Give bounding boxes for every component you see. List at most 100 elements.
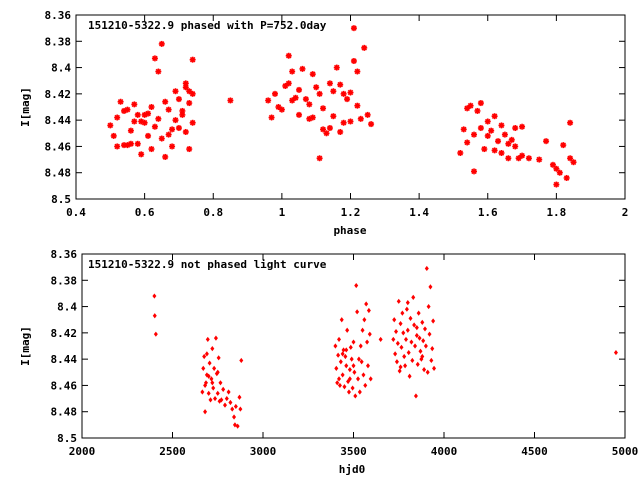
unphased-data-point bbox=[213, 395, 218, 402]
phased-data-point bbox=[275, 104, 282, 110]
unphased-data-point bbox=[226, 389, 231, 395]
phased-data-point bbox=[151, 55, 158, 62]
unphased-chart-title: 151210-5322.9 not phased light curve bbox=[88, 258, 327, 271]
phased-data-point bbox=[189, 56, 196, 63]
phased-data-point bbox=[484, 132, 491, 139]
phased-data-point bbox=[357, 115, 364, 122]
phased-data-point bbox=[344, 96, 351, 103]
unphased-data-point bbox=[368, 376, 373, 382]
phased-data-point bbox=[512, 125, 519, 132]
phased-data-point bbox=[151, 123, 158, 130]
phased-x-axis-label: phase bbox=[333, 224, 366, 237]
unphased-data-point bbox=[406, 349, 411, 356]
phased-data-point bbox=[165, 106, 172, 113]
unphased-data-point bbox=[403, 363, 408, 369]
phased-data-point bbox=[134, 140, 141, 147]
unphased-data-point bbox=[413, 343, 418, 349]
phased-data-point bbox=[340, 90, 347, 97]
phased-data-point bbox=[549, 161, 556, 168]
unphased-x-tick-label: 2000 bbox=[69, 445, 96, 458]
unphased-data-point bbox=[358, 343, 363, 349]
phased-data-point bbox=[484, 118, 491, 125]
phased-data-point bbox=[477, 125, 484, 132]
phased-x-tick-label: 1.2 bbox=[341, 206, 361, 219]
phased-data-point bbox=[186, 100, 193, 107]
phased-x-tick-label: 1.6 bbox=[478, 206, 498, 219]
unphased-data-point bbox=[353, 393, 358, 399]
phased-data-point bbox=[172, 117, 179, 124]
unphased-data-point bbox=[351, 363, 356, 369]
unphased-data-point bbox=[343, 353, 348, 360]
unphased-data-point bbox=[213, 335, 218, 341]
unphased-data-point bbox=[212, 365, 217, 371]
unphased-data-point bbox=[429, 357, 434, 364]
phased-data-point bbox=[289, 97, 296, 104]
unphased-data-point bbox=[356, 356, 361, 362]
unphased-data-point bbox=[215, 369, 220, 375]
unphased-data-point bbox=[420, 353, 425, 360]
unphased-data-point bbox=[423, 343, 428, 349]
phased-y-tick-label: 8.4 bbox=[51, 62, 71, 75]
phased-data-point bbox=[289, 68, 296, 75]
unphased-x-tick-label: 3000 bbox=[250, 445, 277, 458]
phased-data-point bbox=[350, 25, 357, 32]
unphased-data-point bbox=[398, 364, 403, 370]
unphased-data-point bbox=[339, 317, 344, 323]
phased-data-point bbox=[464, 139, 471, 146]
unphased-data-point bbox=[206, 373, 211, 379]
unphased-data-point bbox=[394, 359, 399, 365]
unphased-y-tick-label: 8.38 bbox=[51, 274, 78, 287]
phased-y-tick-label: 8.36 bbox=[45, 9, 72, 22]
unphased-data-point bbox=[395, 340, 400, 346]
phased-data-point bbox=[131, 101, 138, 108]
unphased-y-tick-label: 8.42 bbox=[51, 327, 78, 340]
unphased-data-point bbox=[347, 367, 352, 373]
unphased-x-tick-label: 4000 bbox=[431, 445, 458, 458]
unphased-data-point bbox=[207, 360, 212, 366]
unphased-data-point bbox=[219, 397, 224, 403]
phased-data-point bbox=[110, 132, 117, 139]
phased-data-point bbox=[138, 151, 145, 158]
unphased-data-point bbox=[204, 372, 209, 378]
unphased-data-point bbox=[337, 336, 342, 343]
unphased-data-point bbox=[367, 331, 372, 337]
phased-data-point bbox=[553, 165, 560, 172]
unphased-data-point bbox=[221, 386, 226, 392]
phased-x-tick-label: 0.6 bbox=[135, 206, 155, 219]
unphased-data-point bbox=[348, 344, 353, 350]
phased-y-tick-label: 8.48 bbox=[45, 167, 72, 180]
unphased-data-point bbox=[428, 284, 433, 290]
phased-data-point bbox=[471, 131, 478, 138]
unphased-data-point bbox=[393, 351, 398, 357]
unphased-data-point bbox=[413, 393, 418, 399]
unphased-data-point bbox=[153, 331, 158, 337]
phased-x-tick-label: 0.4 bbox=[66, 206, 86, 219]
phased-y-tick-labels: 8.36 8.38 8.4 8.42 8.44 8.46 8.48 8.5 bbox=[45, 9, 72, 206]
unphased-data-point bbox=[409, 339, 414, 345]
unphased-data-point bbox=[337, 382, 342, 389]
phased-data-point bbox=[189, 90, 196, 97]
phased-data-point bbox=[268, 114, 275, 121]
unphased-data-point bbox=[357, 389, 362, 395]
unphased-data-point bbox=[352, 369, 357, 375]
phased-data-point bbox=[471, 168, 478, 175]
unphased-data-point bbox=[411, 294, 416, 300]
unphased-data-point bbox=[208, 397, 213, 403]
phased-data-point bbox=[340, 119, 347, 126]
unphased-data-point bbox=[407, 373, 412, 379]
unphased-data-point bbox=[340, 372, 345, 378]
unphased-data-point bbox=[404, 306, 409, 312]
unphased-data-point bbox=[232, 422, 237, 428]
phased-chart-title: 151210-5322.9 phased with P=752.0day bbox=[88, 19, 327, 32]
unphased-data-point bbox=[232, 414, 237, 420]
phased-x-tick-label: 0.8 bbox=[203, 206, 223, 219]
unphased-data-point bbox=[363, 382, 368, 389]
phased-data-point bbox=[121, 107, 128, 114]
unphased-data-point bbox=[431, 318, 436, 324]
unphased-data-point bbox=[349, 356, 354, 362]
unphased-data-point bbox=[422, 367, 427, 373]
unphased-data-point bbox=[412, 322, 417, 328]
unphased-data-point bbox=[340, 351, 345, 357]
phased-data-point bbox=[227, 97, 234, 104]
